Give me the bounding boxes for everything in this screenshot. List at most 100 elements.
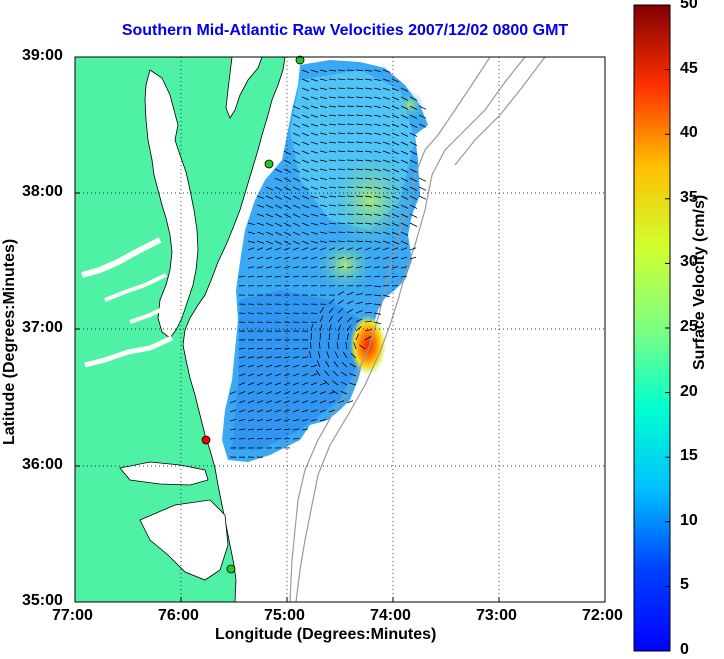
velocity-arrow [346,123,355,125]
colorbar-label: Surface Velocity (cm/s) [691,194,708,370]
velocity-arrow [382,123,391,127]
velocity-arrow [364,105,373,108]
velocity-arrow [310,195,319,199]
velocity-arrow [301,195,310,200]
velocity-arrow [274,356,282,359]
velocity-arrow [319,256,327,260]
velocity-arrow [382,96,391,100]
velocity-arrow [355,132,364,135]
x-tick-75: 75:00 [264,607,305,624]
velocity-arrow [247,222,256,226]
velocity-arrow [382,204,391,208]
velocity-arrow [346,96,355,98]
velocity-arrow [409,114,418,119]
velocity-arrow [373,69,382,73]
velocity-arrow [327,341,330,350]
velocity-arrow [373,114,382,118]
velocity-arrow [265,409,273,413]
y-tick-36: 36:00 [22,456,63,473]
velocity-arrow [364,195,373,198]
velocity-arrow [355,78,364,81]
velocity-arrow [373,213,382,217]
velocity-arrow [292,168,301,173]
velocity-arrow [323,379,330,386]
velocity-arrow [373,321,381,325]
velocity-arrow [373,204,382,208]
velocity-arrow [391,222,400,227]
velocity-arrow [355,87,364,90]
velocity-arrow [364,275,372,278]
velocity-arrow [283,419,291,422]
velocity-arrow [274,391,282,395]
velocity-arrow [346,240,355,242]
velocity-arrow [256,204,265,208]
velocity-arrow [319,105,328,108]
velocity-arrow [364,177,373,180]
velocity-arrow [310,409,318,413]
velocity-arrow [301,141,310,146]
velocity-arrow [301,96,310,101]
velocity-arrow [400,132,409,137]
velocity-arrow [229,409,237,413]
velocity-arrow [373,240,382,244]
velocity-arrow [301,240,310,245]
velocity-arrow [319,150,328,153]
velocity-arrow [328,409,336,413]
velocity-arrow [292,240,301,245]
velocity-arrow [256,247,264,251]
velocity-arrow [334,351,339,359]
velocity-arrow [319,382,327,386]
velocity-arrow [346,266,354,269]
velocity-arrow [391,256,399,260]
cb-tick-20: 20 [680,383,698,400]
velocity-arrow [274,438,282,440]
velocity-arrow [301,132,310,137]
velocity-arrow [265,275,273,278]
velocity-arrow [391,78,400,83]
velocity-arrow [346,308,354,314]
velocity-arrow [265,364,273,368]
velocity-arrow [355,123,364,126]
velocity-arrow [319,195,328,198]
velocity-arrow [400,168,409,173]
velocity-arrow [328,105,337,108]
velocity-arrow [328,231,337,234]
velocity-arrow [283,186,292,191]
velocity-arrow [301,123,310,128]
y-tick-37: 37:00 [22,319,63,336]
velocity-arrow [292,186,301,191]
velocity-arrow [292,114,301,119]
velocity-arrow [391,195,400,200]
velocity-arrow [319,186,328,189]
velocity-arrow [355,168,364,171]
velocity-arrow [301,204,310,209]
velocity-arrow [328,186,337,189]
velocity-arrow [400,240,409,245]
velocity-arrow [331,389,339,395]
velocity-arrow [310,266,318,269]
velocity-arrow [310,141,319,145]
velocity-arrow [283,391,291,395]
velocity-arrow [328,307,334,314]
radar-site-cape-henlopen[interactable] [295,55,305,65]
velocity-arrow [346,317,353,323]
radar-site-assateague[interactable] [264,159,274,169]
velocity-arrow [391,114,400,119]
velocity-arrow [382,195,391,199]
velocity-arrow [418,105,427,110]
velocity-arrow [319,400,327,404]
velocity-arrow [310,132,319,136]
velocity-arrow [265,373,273,377]
velocity-arrow [364,87,373,90]
velocity-arrow [274,204,283,209]
radar-site-hatteras[interactable] [226,564,236,574]
velocity-arrow [391,231,400,236]
york-river [129,303,171,324]
velocity-arrow [364,222,373,225]
velocity-arrow [355,240,364,243]
velocity-arrow [310,247,318,251]
velocity-arrow [355,256,363,260]
radar-site-duck[interactable] [201,435,211,445]
velocity-arrow [400,266,408,269]
